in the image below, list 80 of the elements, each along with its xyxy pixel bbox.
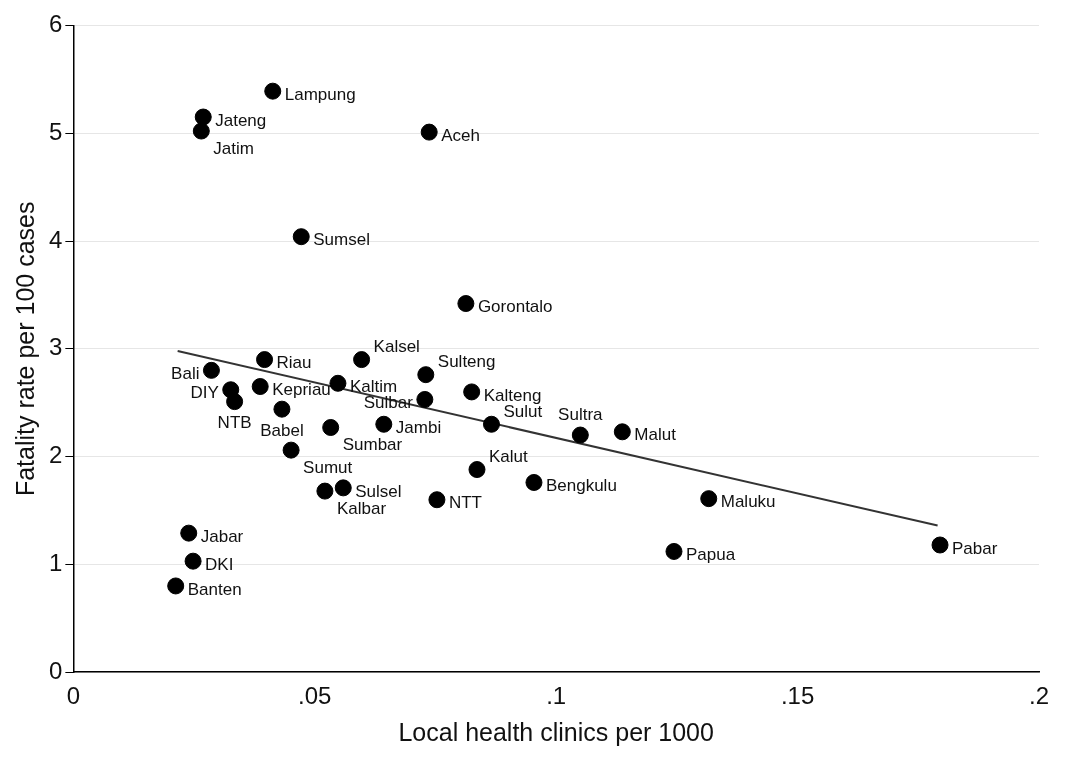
point — [194, 108, 212, 126]
y-tick-label: 4 — [48, 225, 63, 253]
point — [282, 441, 300, 459]
point — [416, 390, 434, 408]
point — [613, 423, 631, 441]
annotation: Papua — [685, 545, 736, 565]
annotation: DKI — [205, 554, 234, 574]
x-tick-label: 0 — [66, 682, 81, 710]
annotation: Sumbar — [342, 435, 403, 455]
point — [192, 122, 210, 140]
annotation: Maluku — [720, 492, 776, 512]
point — [468, 461, 486, 479]
annotation: Kalsel — [373, 337, 420, 357]
point — [167, 577, 185, 595]
point — [571, 426, 589, 444]
point — [334, 479, 352, 497]
point — [463, 383, 481, 401]
annotation: Kalut — [488, 447, 529, 467]
y-tick-label: 2 — [48, 441, 63, 469]
annotation: Jatim — [213, 138, 254, 158]
annotation: Sulteng — [437, 352, 496, 372]
annotation: Kalteng — [483, 385, 542, 405]
annotation: Malut — [634, 425, 677, 445]
point — [316, 482, 334, 500]
point — [375, 415, 393, 433]
x-axis-title: Local health clinics per 1000 — [398, 717, 714, 746]
annotation: Sumut — [303, 457, 353, 477]
y-tick-label: 1 — [48, 549, 63, 577]
annotation: Aceh — [441, 125, 480, 145]
annotation: NTB — [217, 413, 252, 433]
annotation: Kalbar — [336, 498, 387, 518]
point — [700, 490, 718, 508]
point — [417, 366, 435, 384]
point — [457, 295, 475, 313]
y-tick-label: 3 — [48, 333, 63, 361]
point — [184, 552, 202, 570]
point — [226, 393, 244, 411]
point — [180, 524, 198, 542]
x-tick-label: .1 — [546, 682, 567, 710]
point — [482, 415, 500, 433]
point — [202, 361, 220, 379]
point — [353, 351, 371, 369]
annotation: Gorontalo — [477, 297, 553, 317]
point — [273, 400, 291, 418]
annotation: Sulbar — [363, 393, 414, 413]
point — [251, 378, 269, 396]
point — [264, 82, 282, 100]
annotation: Bengkulu — [545, 476, 617, 496]
annotation: Jambi — [395, 417, 442, 437]
point — [256, 351, 274, 369]
annotation: Sumsel — [313, 230, 370, 250]
annotation: Riau — [276, 353, 312, 373]
annotation: Bali — [171, 364, 200, 384]
annotation: Sulsel — [355, 481, 402, 501]
annotation: Kepriau — [272, 380, 331, 400]
point — [322, 418, 340, 436]
annotation: Jateng — [215, 110, 267, 130]
annotation: Jabar — [200, 526, 244, 546]
annotation: Pabar — [952, 538, 998, 558]
annotation: Banten — [187, 579, 242, 599]
point — [931, 536, 949, 554]
annotation: Lampung — [284, 84, 356, 104]
annotation: Kaltim — [349, 376, 398, 396]
point — [292, 228, 310, 246]
x-tick-label: .05 — [298, 682, 332, 710]
point — [420, 123, 438, 141]
point — [428, 491, 446, 509]
point — [665, 542, 683, 560]
y-tick-label: 0 — [48, 656, 63, 684]
annotation: DIY — [190, 383, 219, 403]
annotation: Babel — [260, 420, 304, 440]
x-tick-label: .15 — [780, 682, 815, 710]
y-axis-title: Fatality rate per 100 cases — [10, 201, 39, 497]
annotation: Sultra — [558, 404, 604, 424]
annotation: NTT — [448, 493, 482, 513]
y-tick-label: 6 — [48, 10, 63, 38]
point — [525, 473, 543, 491]
y-tick-label: 5 — [48, 117, 63, 145]
x-tick-label: .2 — [1028, 682, 1050, 710]
point — [329, 374, 347, 392]
